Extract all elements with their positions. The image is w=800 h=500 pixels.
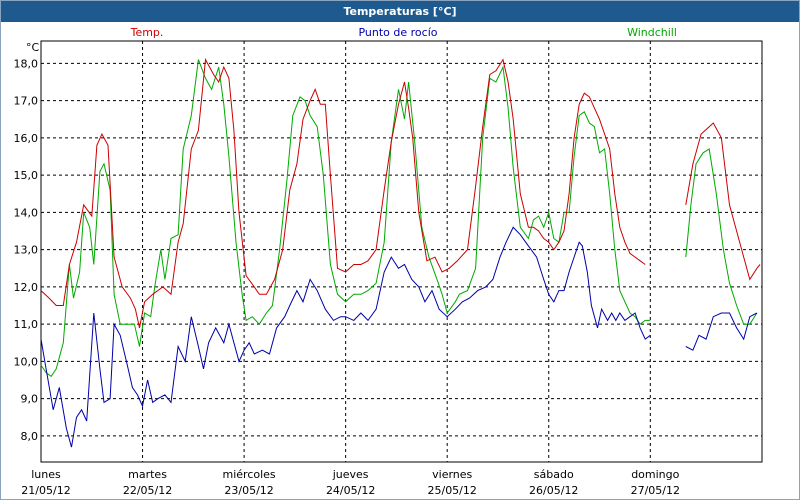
x-tick-date: 23/05/12 <box>224 484 273 497</box>
legend-temp: Temp. <box>130 26 164 39</box>
y-tick-label: 14,0 <box>14 206 39 219</box>
y-tick-label: 17,0 <box>14 95 39 108</box>
x-tick-date: 27/05/12 <box>631 484 680 497</box>
x-tick-day: martes <box>128 468 167 481</box>
y-tick-label: 18,0 <box>14 57 39 70</box>
window-title: Temperaturas [°C] <box>1 1 799 22</box>
x-tick-day: domingo <box>631 468 679 481</box>
x-tick-date: 22/05/12 <box>123 484 172 497</box>
x-tick-date: 24/05/12 <box>326 484 375 497</box>
series-line-1 <box>685 312 758 351</box>
series-line-1 <box>40 226 651 448</box>
y-tick-label: 9,0 <box>21 393 39 406</box>
x-tick-date: 26/05/12 <box>529 484 578 497</box>
series-line-0 <box>40 57 646 329</box>
temperature-chart: °C Temp. Punto de rocío Windchill 8,0 9,0… <box>14 26 763 497</box>
legend-dew-point: Punto de rocío <box>358 26 437 39</box>
y-tick-label: 8,0 <box>21 430 39 443</box>
series-line-2 <box>685 148 758 325</box>
y-tick-label: 10,0 <box>14 355 39 368</box>
x-axis-ticks: lunes 21/05/12 martes 22/05/12 miércoles 23/0… <box>21 468 680 497</box>
x-tick-day: miércoles <box>223 468 276 481</box>
series-line-2 <box>40 59 651 378</box>
x-tick-day: lunes <box>31 468 61 481</box>
x-tick-day: jueves <box>332 468 369 481</box>
y-tick-label: 13,0 <box>14 244 39 257</box>
y-tick-label: 16,0 <box>14 132 39 145</box>
y-axis-ticks: 8,0 9,0 10,0 11,0 12,0 13,0 14,0 15,0 16,0 17,0 18… <box>14 57 39 443</box>
x-tick-day: viernes <box>432 468 472 481</box>
legend-windchill: Windchill <box>627 26 677 39</box>
y-tick-label: 12,0 <box>14 281 39 294</box>
x-tick-date: 21/05/12 <box>21 484 70 497</box>
x-tick-date: 25/05/12 <box>427 484 476 497</box>
y-tick-label: 11,0 <box>14 318 39 331</box>
x-tick-day: sábado <box>534 468 574 481</box>
series-lines <box>40 57 761 448</box>
series-line-0 <box>685 122 761 281</box>
y-unit-label: °C <box>26 41 40 54</box>
y-tick-label: 15,0 <box>14 169 39 182</box>
plot-frame <box>40 40 763 463</box>
